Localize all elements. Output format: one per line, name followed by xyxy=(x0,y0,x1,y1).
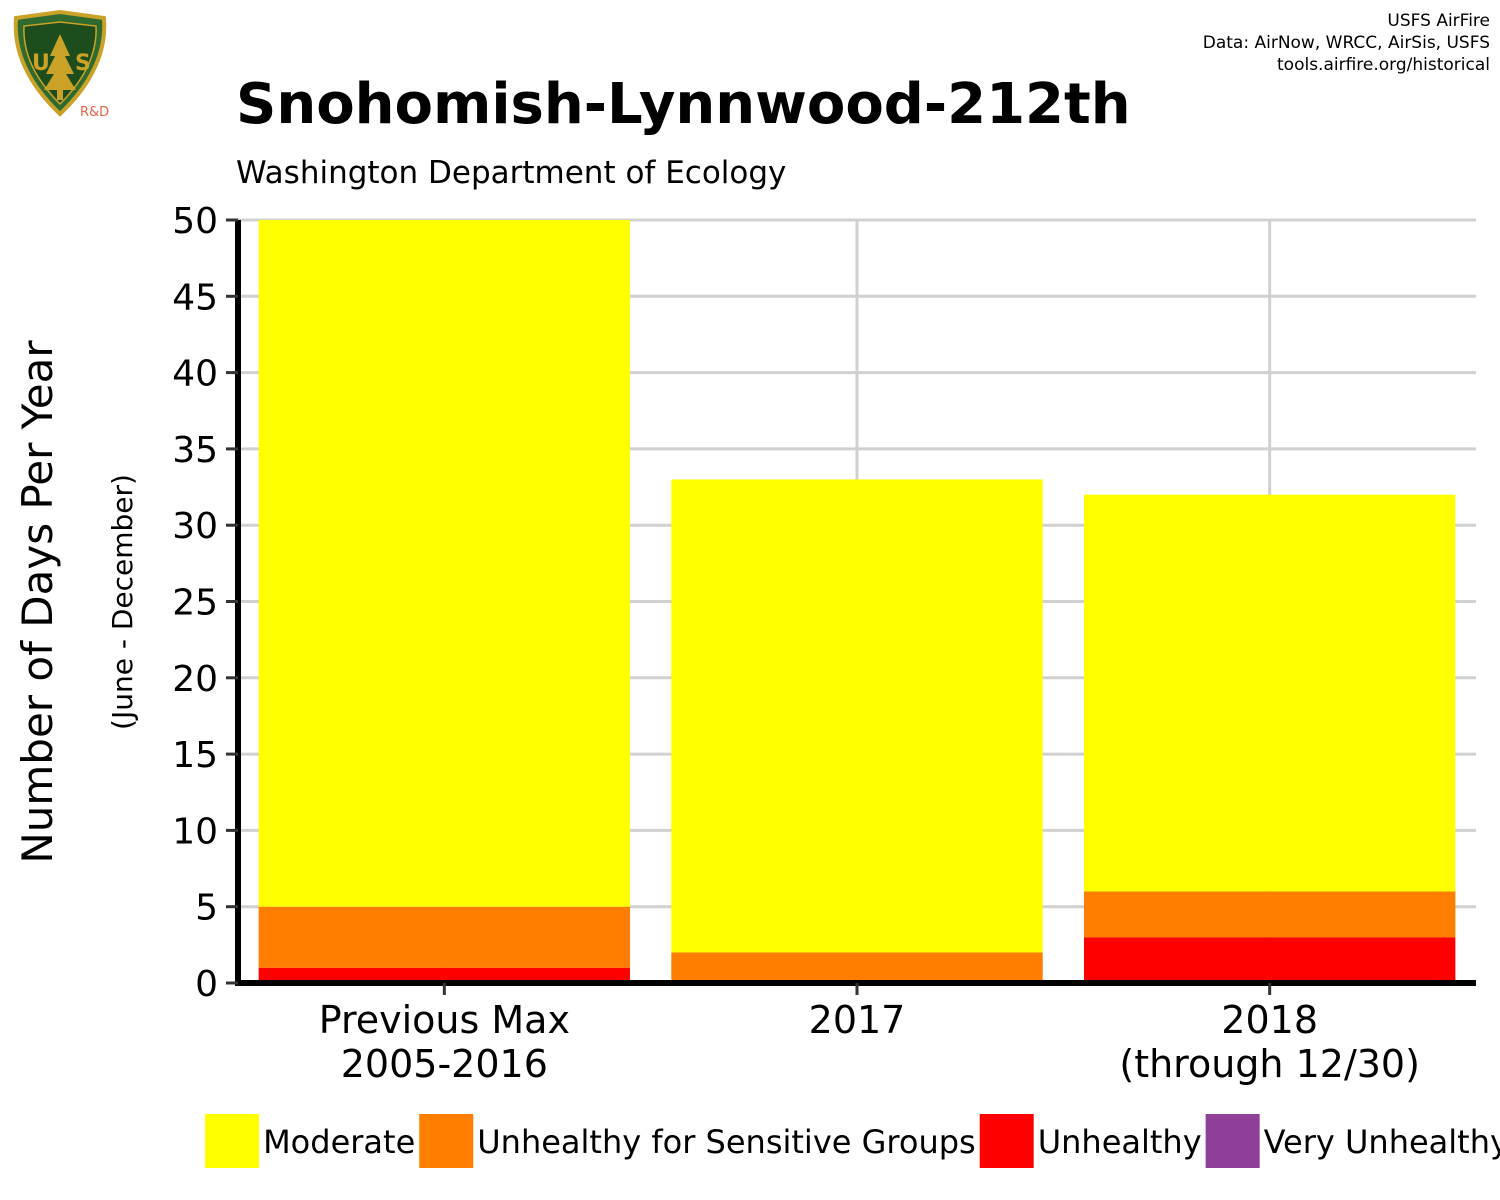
legend-label-unhealthy-for-sensitive-groups: Unhealthy for Sensitive Groups xyxy=(477,1123,975,1161)
legend-label-moderate: Moderate xyxy=(263,1123,415,1161)
y-tick-label-5: 25 xyxy=(172,583,218,624)
y-tick-label-10: 50 xyxy=(172,201,218,242)
legend-label-very-unhealthy: Very Unhealthy xyxy=(1264,1123,1500,1161)
legend-swatch-unhealthy xyxy=(979,1114,1034,1168)
y-axis-sublabel: (June - December) xyxy=(106,474,139,730)
svg-text:U: U xyxy=(32,51,50,76)
bar-2-unhealthy-for-sensitive-groups xyxy=(1083,891,1456,938)
x-tick-label-1: 2017 xyxy=(809,998,906,1042)
x-tick-label-2: 2018 (through 12/30) xyxy=(1119,998,1420,1086)
y-tick-label-3: 15 xyxy=(172,735,218,776)
y-tick-label-0: 0 xyxy=(195,964,218,1005)
y-tick-label-8: 40 xyxy=(172,354,218,395)
y-tick-label-2: 10 xyxy=(172,811,218,852)
chart-subtitle: Washington Department of Ecology xyxy=(236,155,787,191)
chart-title: Snohomish-Lynnwood-212th xyxy=(236,72,1131,137)
y-tick-label-9: 45 xyxy=(172,277,218,318)
usfs-logo: U S R&D xyxy=(13,9,109,120)
logo-badge: R&D xyxy=(80,105,109,120)
legend-swatch-very-unhealthy xyxy=(1205,1114,1260,1168)
y-tick-label-7: 35 xyxy=(172,430,218,471)
bar-0-unhealthy-for-sensitive-groups xyxy=(258,906,631,968)
y-tick-label-1: 5 xyxy=(195,888,218,929)
bar-0-moderate xyxy=(258,220,631,907)
y-axis-label: Number of Days Per Year xyxy=(13,340,62,864)
x-tick-label-0: Previous Max 2005-2016 xyxy=(319,998,570,1086)
legend-label-unhealthy: Unhealthy xyxy=(1038,1123,1202,1161)
legend-swatch-unhealthy-for-sensitive-groups xyxy=(419,1114,474,1168)
bar-0-unhealthy xyxy=(258,967,631,983)
credit-line-2: Data: AirNow, WRCC, AirSis, USFS xyxy=(1202,33,1490,53)
y-tick-label-6: 30 xyxy=(172,506,218,547)
credit-line-1: USFS AirFire xyxy=(1387,11,1490,31)
svg-text:S: S xyxy=(75,51,91,76)
bar-1-moderate xyxy=(671,479,1043,953)
credit-block: USFS AirFire Data: AirNow, WRCC, AirSis,… xyxy=(1203,10,1490,76)
bar-1-unhealthy-for-sensitive-groups xyxy=(671,952,1043,983)
legend-swatch-moderate xyxy=(205,1114,260,1168)
credit-line-3: tools.airfire.org/historical xyxy=(1277,55,1490,75)
y-tick-label-4: 20 xyxy=(172,659,218,700)
bar-2-moderate xyxy=(1083,494,1456,892)
bar-2-unhealthy xyxy=(1083,937,1456,983)
